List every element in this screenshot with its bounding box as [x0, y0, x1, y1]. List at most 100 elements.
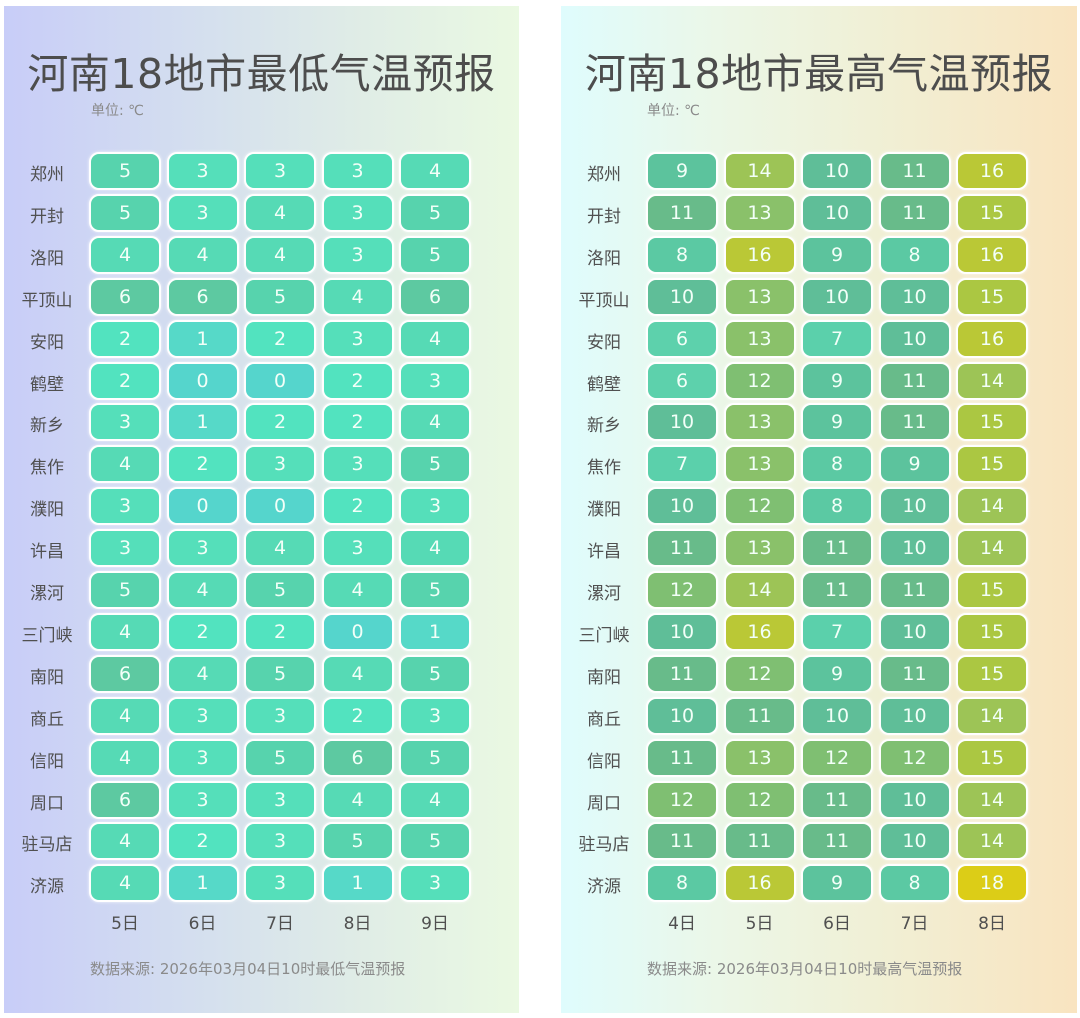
temp-cell: 4 — [244, 529, 316, 568]
city-label: 新乡 — [587, 416, 621, 437]
temp-cell: 14 — [956, 822, 1028, 861]
temp-cell: 6 — [89, 780, 161, 819]
temp-cell: 9 — [801, 235, 873, 274]
temp-cell: 5 — [321, 822, 394, 861]
temp-cell: 12 — [801, 738, 873, 777]
min-temp-panel: 河南18地市最低气温预报 单位: ℃ 郑州 5 3 3 3 4 开封 5 3 4 3 5 洛阳 4 4 4 3 5… — [4, 6, 519, 1013]
city-label: 濮阳 — [30, 500, 64, 521]
date-label: 6日 — [823, 914, 851, 934]
temp-cell: 10 — [646, 277, 718, 316]
temp-cell: 3 — [321, 193, 394, 232]
city-row: 济源 8 16 9 8 18 — [561, 864, 1077, 906]
temp-cell: 10 — [646, 612, 718, 651]
temp-cell: 15 — [956, 403, 1028, 442]
date-label: 6日 — [188, 914, 217, 934]
temp-cell: 8 — [646, 864, 718, 903]
city-label: 商丘 — [587, 709, 621, 730]
temp-cell: 13 — [723, 529, 796, 568]
temp-cell: 10 — [878, 319, 951, 358]
temp-cell: 16 — [956, 152, 1028, 190]
city-row: 漯河 12 14 11 11 15 — [561, 571, 1077, 613]
temp-cell: 2 — [166, 822, 239, 861]
city-row: 南阳 11 12 9 11 15 — [561, 654, 1077, 697]
temp-cell: 9 — [801, 361, 873, 400]
temp-cell: 10 — [878, 277, 951, 316]
temp-cell: 15 — [956, 193, 1028, 232]
temp-cell: 3 — [399, 487, 471, 526]
temp-cell: 2 — [244, 403, 316, 442]
temp-cell: 10 — [878, 529, 951, 568]
temp-cell: 3 — [399, 696, 471, 735]
date-label: 8日 — [978, 914, 1006, 934]
temp-cell: 5 — [399, 822, 471, 861]
temp-cell: 12 — [646, 780, 718, 819]
temp-cell: 2 — [89, 319, 161, 358]
city-label: 安阳 — [587, 332, 621, 353]
city-row: 漯河 5 4 5 4 5 — [4, 571, 519, 613]
city-label: 平顶山 — [21, 290, 73, 311]
city-label: 郑州 — [587, 165, 621, 185]
temp-cell: 3 — [244, 864, 316, 903]
temp-cell: 13 — [723, 738, 796, 777]
temp-cell: 8 — [646, 235, 718, 274]
temp-cell: 5 — [89, 193, 161, 232]
temp-cell: 16 — [956, 235, 1028, 274]
temp-cell: 2 — [166, 612, 239, 651]
temp-cell: 10 — [801, 152, 873, 190]
temp-cell: 1 — [399, 612, 471, 651]
temp-cell: 4 — [321, 571, 394, 609]
city-row: 濮阳 3 0 0 2 3 — [4, 487, 519, 529]
city-label: 安阳 — [30, 332, 64, 353]
temp-cell: 10 — [878, 780, 951, 819]
temp-cell: 10 — [878, 612, 951, 651]
temp-cell: 6 — [166, 277, 239, 316]
temp-cell: 4 — [399, 152, 471, 190]
temp-cell: 10 — [646, 487, 718, 526]
temp-cell: 6 — [646, 319, 718, 358]
temp-cell: 11 — [878, 361, 951, 400]
city-label: 新乡 — [30, 416, 64, 437]
city-label: 濮阳 — [587, 500, 621, 521]
city-label: 商丘 — [30, 709, 64, 730]
temp-cell: 12 — [723, 654, 796, 693]
city-row: 周口 12 12 11 10 14 — [561, 780, 1077, 823]
temp-cell: 3 — [399, 361, 471, 400]
date-label: 7日 — [900, 914, 929, 934]
temp-cell: 6 — [399, 277, 471, 316]
temp-cell: 3 — [166, 529, 239, 568]
city-label: 驻马店 — [578, 835, 630, 856]
temp-cell: 11 — [646, 529, 718, 568]
temp-cell: 3 — [321, 529, 394, 568]
temp-cell: 15 — [956, 612, 1028, 651]
max-temp-source: 数据来源: 2026年03月04日10时最高气温预报 — [647, 960, 963, 978]
city-row: 商丘 4 3 3 2 3 — [4, 696, 519, 739]
temp-cell: 4 — [399, 780, 471, 819]
temp-cell: 2 — [321, 361, 394, 400]
temp-cell: 5 — [399, 235, 471, 274]
city-label: 鹤壁 — [30, 374, 64, 395]
city-row: 驻马店 11 11 11 10 14 — [561, 822, 1077, 864]
date-label: 9日 — [421, 914, 449, 934]
city-row: 三门峡 10 16 7 10 15 — [561, 612, 1077, 655]
temp-cell: 9 — [646, 152, 718, 190]
temp-cell: 7 — [646, 445, 718, 484]
city-label: 焦作 — [587, 458, 621, 479]
temp-cell: 1 — [166, 403, 239, 442]
temp-cell: 2 — [244, 319, 316, 358]
temp-cell: 12 — [878, 738, 951, 777]
city-row: 平顶山 6 6 5 4 6 — [4, 277, 519, 320]
temp-cell: 13 — [723, 445, 796, 484]
temp-cell: 3 — [166, 738, 239, 777]
city-row: 郑州 5 3 3 3 4 — [4, 152, 519, 194]
city-row: 许昌 11 13 11 10 14 — [561, 529, 1077, 571]
temp-cell: 4 — [89, 822, 161, 861]
temp-cell: 16 — [723, 864, 796, 903]
city-label: 开封 — [587, 206, 621, 227]
temp-cell: 3 — [166, 780, 239, 819]
city-row: 鹤壁 2 0 0 2 3 — [4, 361, 519, 404]
temp-cell: 13 — [723, 319, 796, 358]
temp-cell: 11 — [723, 696, 796, 735]
city-row: 新乡 3 1 2 2 4 — [4, 403, 519, 445]
temp-cell: 11 — [723, 822, 796, 861]
temp-cell: 10 — [801, 193, 873, 232]
